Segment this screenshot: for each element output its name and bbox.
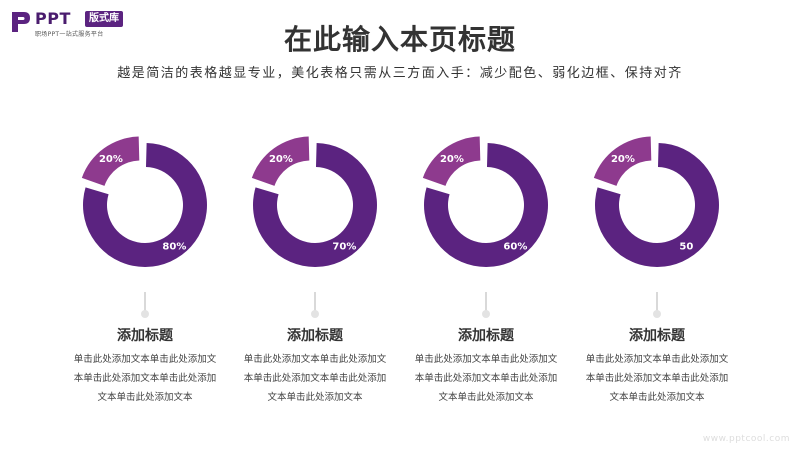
page-title: 在此输入本页标题 <box>283 23 516 56</box>
description-line: 本单击此处添加文本单击此处添加 <box>414 373 558 384</box>
donut-secondary-slice <box>251 136 310 186</box>
donut-secondary-label: 20% <box>269 154 293 165</box>
description-line: 单击此处添加文本单击此处添加文 <box>73 354 217 365</box>
page-subtitle: 越是简洁的表格越显专业，美化表格只需从三方面入手：减少配色、弱化边框、保持对齐 <box>117 66 683 81</box>
donut-chart: 80% 20% <box>81 136 207 267</box>
connector-dot <box>653 310 661 318</box>
item-title: 添加标题 <box>287 328 343 344</box>
donut-secondary-slice <box>81 136 140 186</box>
chart-card: 60% 20% 添加标题 单击此处添加文本单击此处添加文 本单击此处添加文本单击此… <box>401 120 571 410</box>
connector-line <box>485 292 487 314</box>
donut-main-label: 70% <box>332 241 356 252</box>
connector-line <box>656 292 658 314</box>
connector-line <box>144 292 146 314</box>
connector-dot <box>482 310 490 318</box>
donut-main-slice <box>424 143 548 267</box>
description-line: 文本单击此处添加文本 <box>438 392 534 403</box>
description-line: 单击此处添加文本单击此处添加文 <box>585 354 729 365</box>
description-line: 本单击此处添加文本单击此处添加 <box>73 373 217 384</box>
connector-line <box>314 292 316 314</box>
item-description: 单击此处添加文本单击此处添加文 本单击此处添加文本单击此处添加 文本单击此处添加… <box>230 350 400 407</box>
donut-main-slice <box>595 143 719 267</box>
description-line: 本单击此处添加文本单击此处添加 <box>585 373 729 384</box>
chart-card: 80% 20% 添加标题 单击此处添加文本单击此处添加文 本单击此处添加文本单击此… <box>60 120 230 410</box>
donut-main-label: 60% <box>503 241 527 252</box>
description-line: 文本单击此处添加文本 <box>97 392 193 403</box>
item-description: 单击此处添加文本单击此处添加文 本单击此处添加文本单击此处添加 文本单击此处添加… <box>60 350 230 407</box>
donut-main-label: 80% <box>162 241 186 252</box>
logo-mark-icon <box>12 12 30 32</box>
brand-name: PPT <box>35 9 71 28</box>
item-title: 添加标题 <box>629 328 685 344</box>
site-watermark: www.pptcool.com <box>702 434 790 444</box>
chart-card: 70% 20% 添加标题 单击此处添加文本单击此处添加文 本单击此处添加文本单击此… <box>230 120 400 410</box>
donut-main-slice <box>253 143 377 267</box>
connector-dot <box>311 310 319 318</box>
item-description: 单击此处添加文本单击此处添加文 本单击此处添加文本单击此处添加 文本单击此处添加… <box>572 350 742 407</box>
item-description: 单击此处添加文本单击此处添加文 本单击此处添加文本单击此处添加 文本单击此处添加… <box>401 350 571 407</box>
brand-tagline: 职场PPT一站式服务平台 <box>35 31 104 38</box>
donut-main-slice <box>83 143 207 267</box>
donut-secondary-label: 20% <box>440 154 464 165</box>
donut-secondary-slice <box>422 136 481 186</box>
description-line: 单击此处添加文本单击此处添加文 <box>243 354 387 365</box>
donut-secondary-label: 20% <box>99 154 123 165</box>
description-line: 文本单击此处添加文本 <box>267 392 363 403</box>
donut-secondary-slice <box>593 136 652 186</box>
donut-chart: 60% 20% <box>422 136 548 267</box>
item-title: 添加标题 <box>117 328 173 344</box>
donut-chart: 70% 20% <box>251 136 377 267</box>
brand-badge: 版式库 <box>85 11 123 27</box>
chart-card: 50 20% 添加标题 单击此处添加文本单击此处添加文 本单击此处添加文本单击此处… <box>572 120 742 410</box>
brand-logo: PPT 版式库 职场PPT一站式服务平台 <box>10 9 160 38</box>
donut-secondary-label: 20% <box>611 154 635 165</box>
donut-main-label: 50 <box>679 241 693 252</box>
donut-chart: 50 20% <box>593 136 719 267</box>
description-line: 单击此处添加文本单击此处添加文 <box>414 354 558 365</box>
item-title: 添加标题 <box>458 328 514 344</box>
description-line: 文本单击此处添加文本 <box>609 392 705 403</box>
description-line: 本单击此处添加文本单击此处添加 <box>243 373 387 384</box>
connector-dot <box>141 310 149 318</box>
